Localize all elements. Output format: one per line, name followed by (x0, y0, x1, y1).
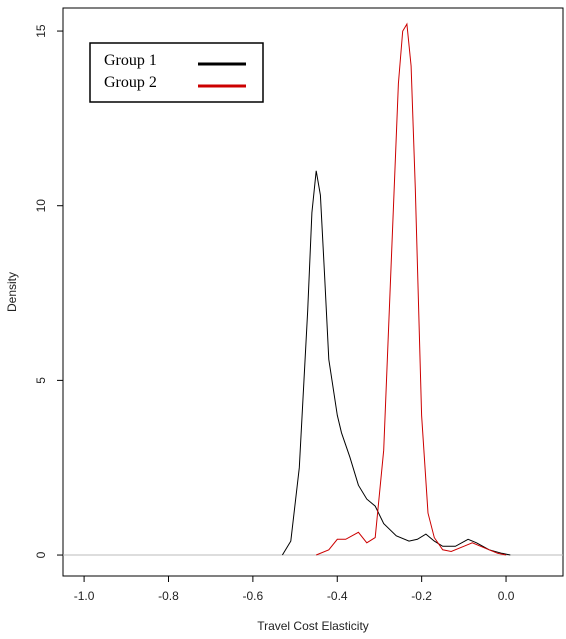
y-tick-label: 10 (34, 199, 48, 213)
x-tick-label: -1.0 (74, 589, 95, 603)
plot-frame (62, 7, 564, 577)
x-tick-label: 0.0 (498, 589, 515, 603)
density-line (316, 22, 507, 556)
x-tick-label: -0.4 (327, 589, 348, 603)
density-line (281, 170, 511, 556)
legend-label: Group 2 (104, 74, 157, 91)
x-tick-label: -0.8 (158, 589, 179, 603)
y-tick-label: 15 (34, 24, 48, 38)
legend-box (89, 42, 264, 103)
x-tick-label: -0.6 (243, 589, 264, 603)
y-tick-label: 5 (34, 377, 48, 384)
x-axis-label: Travel Cost Elasticity (257, 619, 369, 633)
x-tick-label: -0.2 (411, 589, 432, 603)
legend-label: Group 1 (104, 52, 157, 69)
y-tick-label: 0 (34, 551, 48, 558)
y-axis-label: Density (5, 272, 19, 312)
